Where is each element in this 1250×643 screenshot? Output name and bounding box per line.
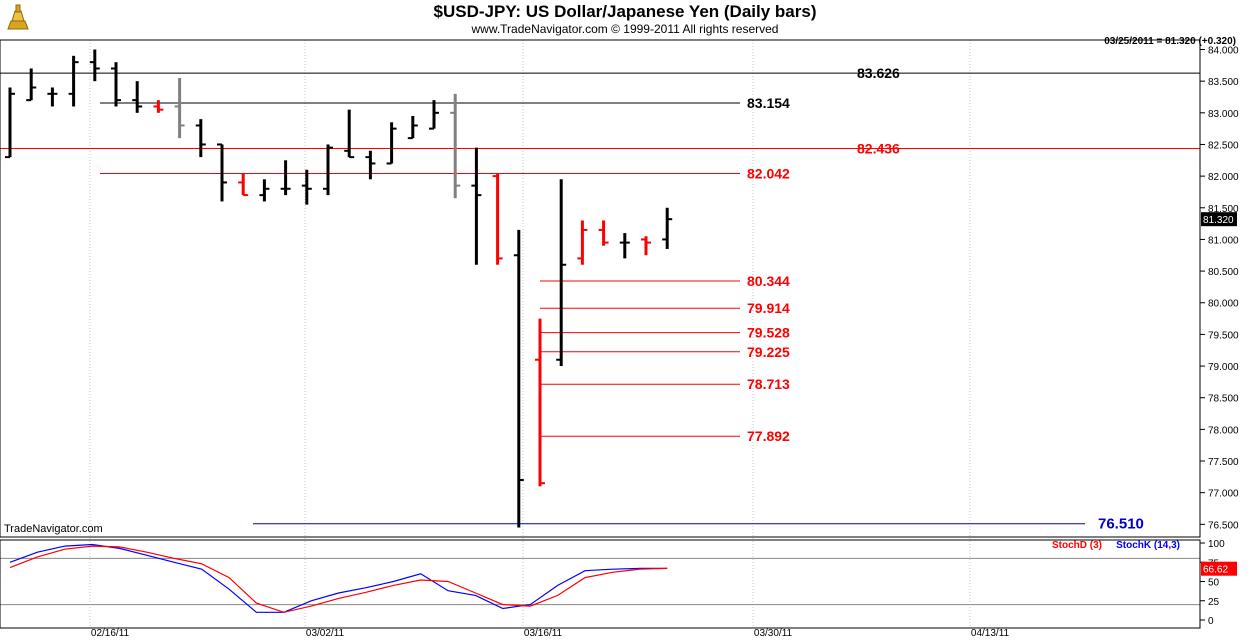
trade-navigator-logo-icon — [3, 3, 33, 33]
ohlc-bar — [407, 115, 418, 140]
ohlc-bar — [598, 220, 609, 246]
ohlc-bar — [259, 179, 270, 202]
level-label: 79.225 — [747, 344, 790, 360]
ohlc-bar — [556, 179, 567, 367]
ohlc-bar — [513, 229, 524, 528]
y-tick-label: 79.000 — [1208, 362, 1239, 373]
ohlc-bar — [153, 100, 164, 113]
y-tick-label: 81.500 — [1208, 204, 1239, 215]
level-label: 83.626 — [857, 65, 900, 81]
ohlc-bar — [619, 233, 630, 259]
ohlc-bar — [280, 160, 291, 196]
stoch-last-label: 66.62 — [1203, 565, 1228, 576]
stoch-panel-frame — [0, 539, 1201, 629]
level-lines: 83.626 83.154 82.436 82.042 80.344 79.914 79.5… — [0, 65, 1200, 533]
stochastic-panel: StochK (14,3) StochD (3) — [0, 540, 1200, 613]
y-tick-label: 82.000 — [1208, 172, 1239, 183]
ohlc-bar — [68, 55, 79, 107]
x-tick-label: 03/02/11 — [306, 628, 345, 639]
price-panel-frame — [0, 39, 1201, 538]
last-price-label: 81.320 — [1203, 215, 1234, 226]
ohlc-bar — [386, 122, 397, 165]
y-tick-label: 82.500 — [1208, 140, 1239, 151]
level-label: 82.042 — [747, 165, 790, 181]
ohlc-bar — [365, 150, 376, 180]
ohlc-bar — [132, 81, 143, 113]
last-price-box — [1201, 212, 1237, 227]
ohlc-bar — [89, 49, 100, 82]
level-label: 80.344 — [747, 273, 790, 289]
stoch-y-tick-label: 25 — [1208, 597, 1220, 608]
ohlc-bar — [535, 318, 545, 487]
ohlc-bar — [471, 147, 482, 265]
ohlc-bar — [323, 144, 333, 196]
stoch-y-tick-label: 0 — [1208, 616, 1214, 627]
x-tick-label: 03/16/11 — [524, 628, 563, 639]
ohlc-bar — [195, 119, 206, 158]
ohlc-bar — [492, 172, 503, 265]
brand-label: TradeNavigator.com — [4, 523, 103, 535]
last-quote: 03/25/2011 = 81.320 (+0.320) — [1104, 36, 1236, 47]
stoch-legend-d: StochD (3) — [1052, 540, 1102, 551]
x-tick-label: 03/30/11 — [754, 628, 793, 639]
stoch-y-tick-label: 50 — [1208, 578, 1220, 589]
stoch-last-box — [1201, 561, 1237, 576]
ohlc-bar — [174, 77, 185, 139]
axes: 02/16/11 03/02/11 03/16/11 03/30/11 04/13/11… — [0, 39, 1239, 639]
chart-subtitle: www.TradeNavigator.com © 1999-2011 All r… — [471, 22, 779, 36]
level-label: 79.914 — [747, 300, 790, 316]
ohlc-bar — [26, 68, 37, 102]
level-label: 76.510 — [1098, 516, 1144, 533]
ohlc-bar — [662, 207, 673, 249]
y-tick-label: 83.000 — [1208, 109, 1239, 120]
x-tick-label: 04/13/11 — [971, 628, 1010, 639]
chart-title: $USD-JPY: US Dollar/Japanese Yen (Daily … — [433, 2, 817, 21]
ohlc-bar — [577, 220, 588, 265]
ohlc-bar — [111, 62, 121, 107]
stoch-y-tick-label: 100 — [1208, 539, 1225, 550]
y-tick-label: 84.000 — [1208, 45, 1239, 56]
y-tick-label: 77.500 — [1208, 457, 1239, 468]
ohlc-bar — [217, 143, 227, 202]
level-label: 82.436 — [857, 141, 900, 157]
x-tick-label: 02/16/11 — [91, 628, 130, 639]
ohlc-bar — [5, 87, 15, 159]
stoch-legend-k: StochK (14,3) — [1116, 540, 1180, 551]
ohlc-bar — [450, 93, 461, 199]
stoch-series-line — [9, 545, 668, 613]
ohlc-bar — [47, 87, 58, 107]
level-label: 79.528 — [747, 325, 790, 341]
y-tick-label: 77.000 — [1208, 489, 1239, 500]
y-tick-label: 76.500 — [1208, 520, 1239, 531]
stoch-series-line — [9, 543, 668, 613]
y-tick-label: 79.500 — [1208, 330, 1239, 341]
ohlc-bar — [429, 100, 439, 130]
ohlc-bar — [641, 236, 651, 256]
y-tick-label: 80.000 — [1208, 299, 1239, 310]
y-tick-label: 83.500 — [1208, 77, 1239, 88]
level-label: 78.713 — [747, 376, 790, 392]
y-tick-label: 78.000 — [1208, 425, 1239, 436]
level-label: 77.892 — [747, 428, 790, 444]
level-label: 83.154 — [747, 95, 790, 111]
ohlc-bar — [238, 172, 249, 197]
price-bars — [5, 49, 673, 528]
y-tick-label: 78.500 — [1208, 394, 1239, 405]
y-tick-label: 80.500 — [1208, 267, 1239, 278]
ohlc-bar — [301, 169, 312, 205]
grid — [89, 40, 971, 628]
y-tick-label: 81.000 — [1208, 235, 1239, 246]
ohlc-bar — [344, 109, 355, 159]
